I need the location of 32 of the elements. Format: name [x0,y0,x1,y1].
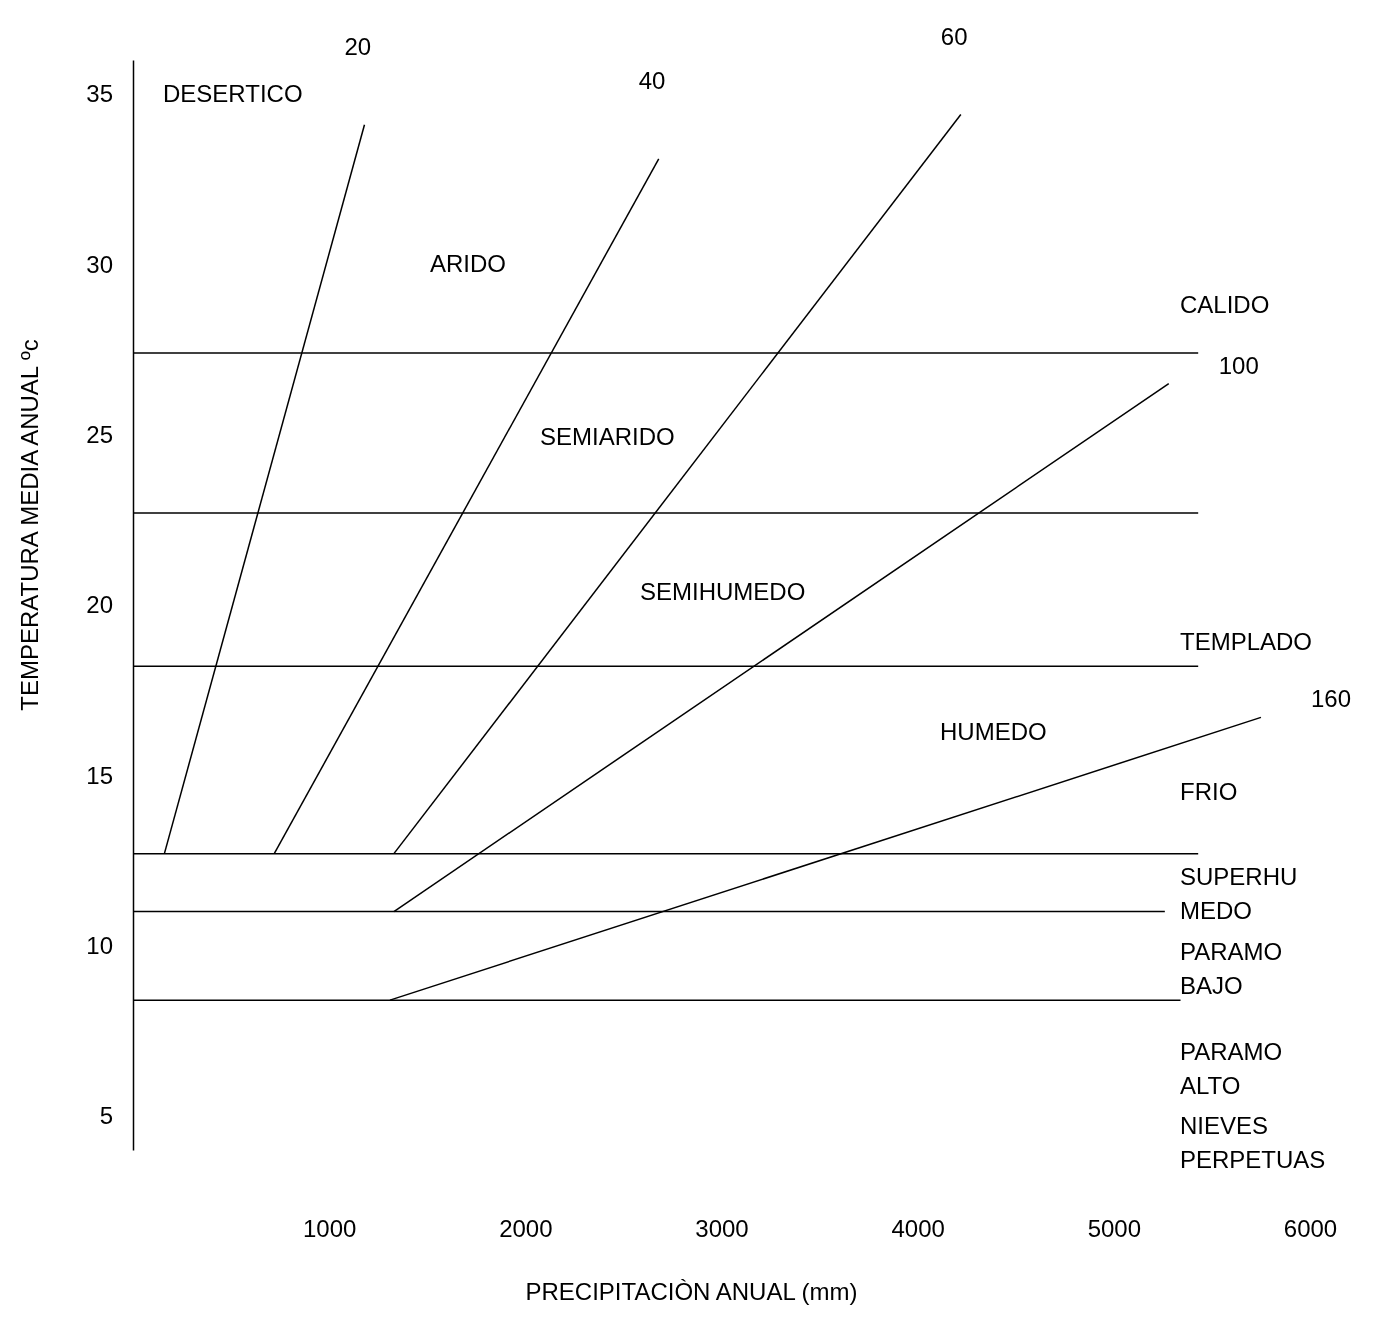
x-tick-label: 2000 [499,1215,553,1243]
annotation: SUPERHU MEDO [1180,863,1298,924]
annotation: SEMIHUMEDO [640,578,806,605]
annotation: DESERTICO [163,80,303,107]
y-tick-label: 25 [86,420,113,448]
annotation: FRIO [1180,778,1238,805]
annotation: NIEVES PERPETUAS [1180,1112,1326,1173]
x-tick-label: 3000 [695,1215,749,1243]
annotation: PARAMO BAJO [1180,938,1283,999]
text: 20 [344,32,372,60]
annotation: ARIDO [430,250,507,277]
annotation: TEMPLADO [1180,628,1313,655]
y-tick-label: 35 [86,80,113,108]
text: 60 [940,22,968,50]
y-tick-label: 30 [86,250,113,278]
x-axis-title: PRECIPITACIÒN ANUAL (mm) [525,1278,858,1305]
y-tick-label: 5 [99,1102,113,1130]
annotation: PARAMO ALTO [1180,1038,1283,1099]
y-tick-label: 15 [86,761,113,789]
y-tick-label: 10 [86,931,113,959]
y-tick-label: 20 [86,591,113,619]
annotation: HUMEDO [940,718,1047,745]
text: 100 [1218,351,1259,379]
x-tick-label: 6000 [1283,1215,1338,1243]
text: 40 [638,66,666,94]
x-tick-label: 1000 [302,1215,357,1243]
y-axis-title: TEMPERATURA MEDIA ANUAL ºc [16,339,43,711]
annotation: SEMIARIDO [540,423,675,450]
text: 160 [1310,685,1352,713]
annotation: CALIDO [1180,291,1270,318]
x-tick-label: 5000 [1087,1215,1142,1243]
x-tick-label: 4000 [891,1215,945,1243]
